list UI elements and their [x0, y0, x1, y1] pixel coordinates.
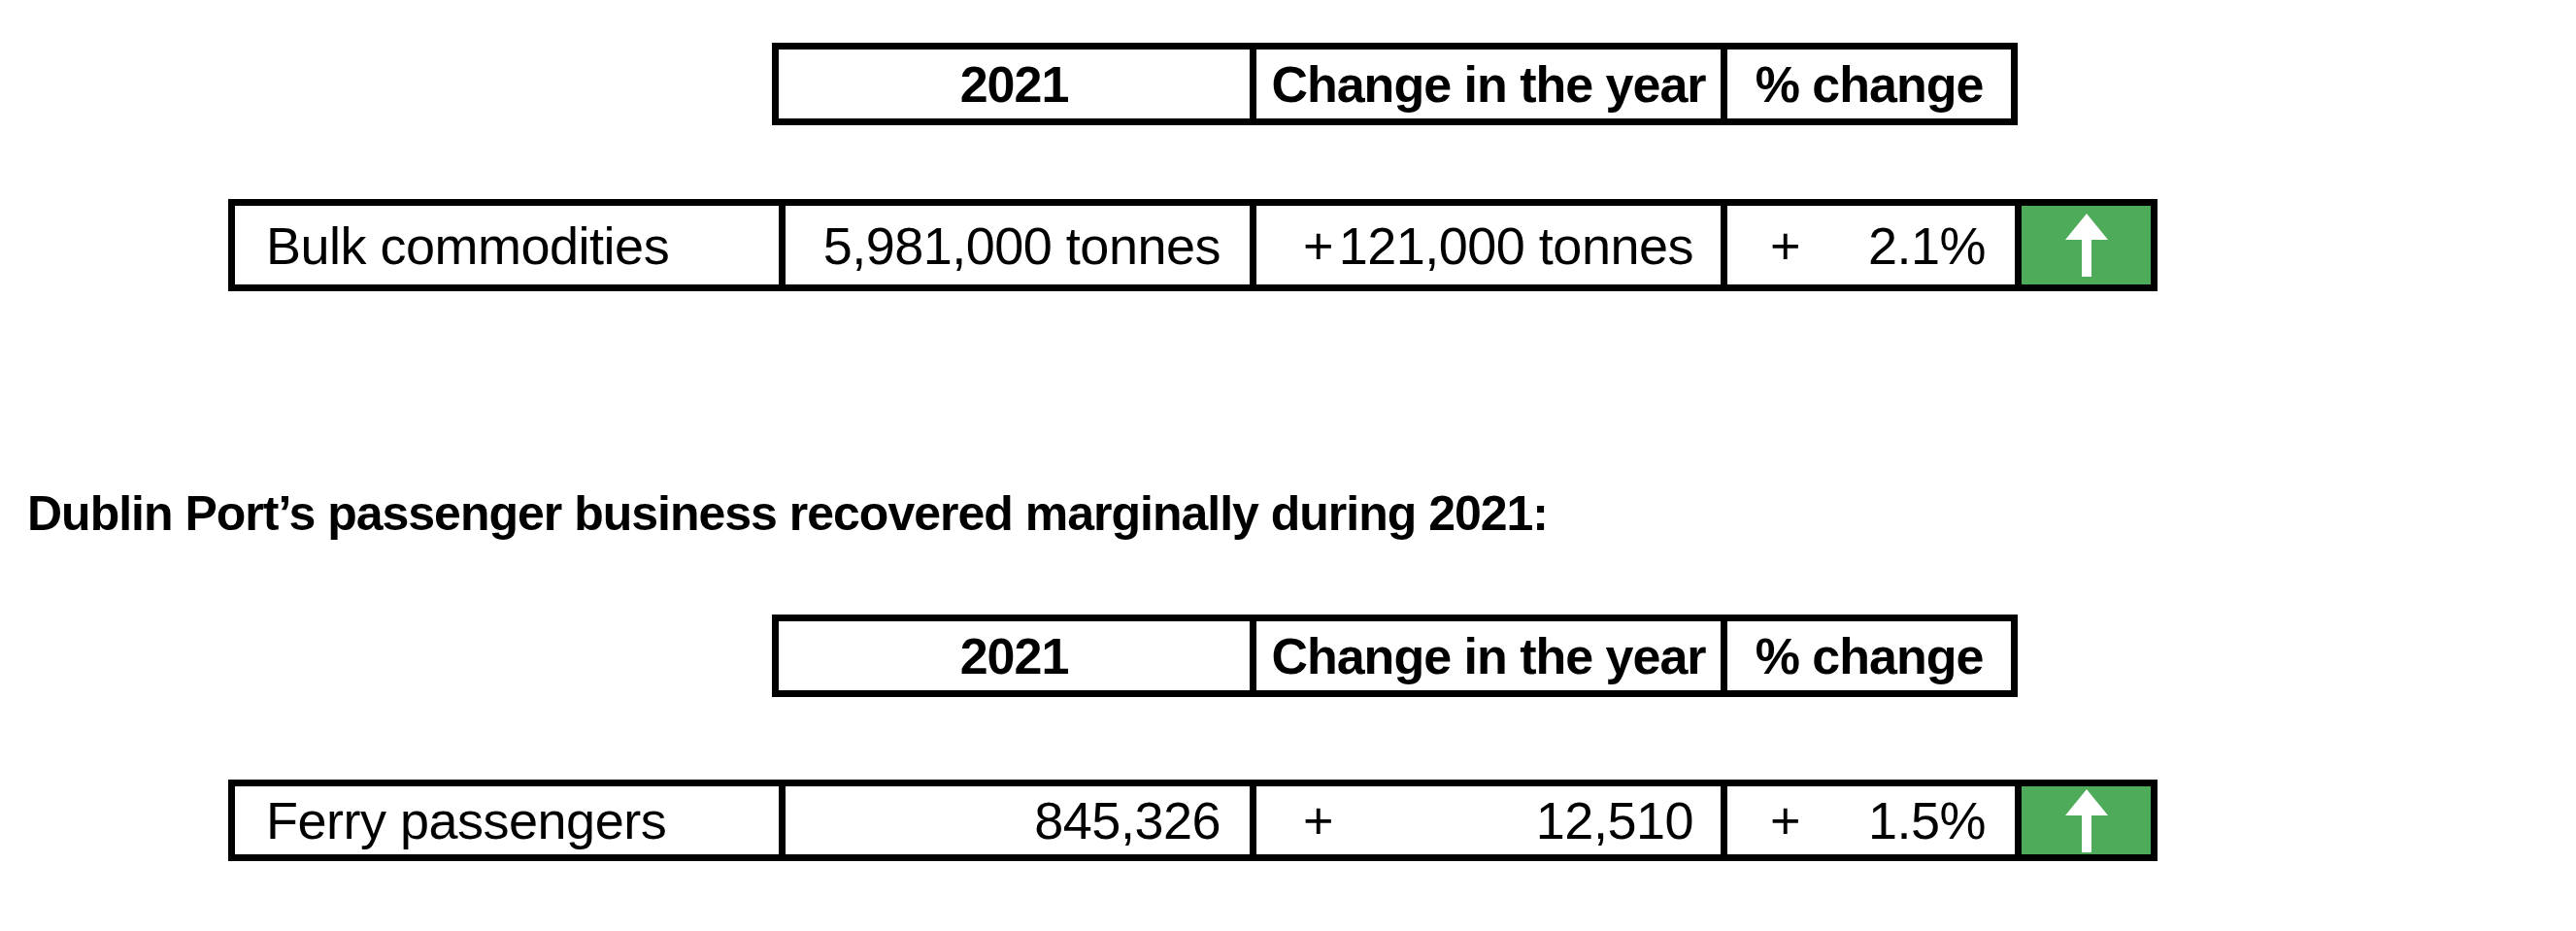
- header-change-cell: Change in the year: [1250, 621, 1721, 690]
- change-value: 12,510: [1536, 790, 1693, 850]
- pct-value: 1.5%: [1868, 790, 1986, 850]
- row-2021-value-cell: 5,981,000 tonnes: [779, 206, 1250, 284]
- row-label-cell: Bulk commodities: [235, 206, 779, 284]
- pct-plus-sign: +: [1770, 216, 1800, 276]
- trend-indicator-cell: [2015, 206, 2151, 284]
- row-pct-cell: + 1.5%: [1721, 786, 2015, 854]
- up-arrow-icon: [2065, 214, 2108, 277]
- header-year-cell: 2021: [779, 621, 1250, 690]
- page: 2021 Change in the year % change Bulk co…: [0, 0, 2576, 931]
- bulk-commodities-row: Bulk commodities 5,981,000 tonnes + 121,…: [228, 199, 2158, 291]
- pct-plus-sign: +: [1770, 790, 1800, 850]
- row-2021-value-cell: 845,326: [779, 786, 1250, 854]
- row-change-cell: + 12,510: [1250, 786, 1721, 854]
- row-pct-cell: + 2.1%: [1721, 206, 2015, 284]
- ferry-passengers-header-table: 2021 Change in the year % change: [772, 615, 2018, 697]
- change-plus-sign: +: [1303, 216, 1333, 276]
- trend-indicator-cell: [2015, 786, 2151, 854]
- bulk-commodities-header-table: 2021 Change in the year % change: [772, 43, 2018, 125]
- change-plus-sign: +: [1303, 790, 1333, 850]
- header-pct-cell: % change: [1721, 621, 2011, 690]
- ferry-passengers-row: Ferry passengers 845,326 + 12,510 + 1.5%: [228, 780, 2158, 861]
- pct-value: 2.1%: [1868, 216, 1986, 276]
- header-year-cell: 2021: [779, 50, 1250, 118]
- change-value: 121,000 tonnes: [1339, 216, 1693, 276]
- header-pct-cell: % change: [1721, 50, 2011, 118]
- header-change-cell: Change in the year: [1250, 50, 1721, 118]
- row-label-cell: Ferry passengers: [235, 786, 779, 854]
- row-change-cell: + 121,000 tonnes: [1250, 206, 1721, 284]
- up-arrow-icon: [2065, 789, 2108, 852]
- section-heading: Dublin Port’s passenger business recover…: [27, 485, 1548, 542]
